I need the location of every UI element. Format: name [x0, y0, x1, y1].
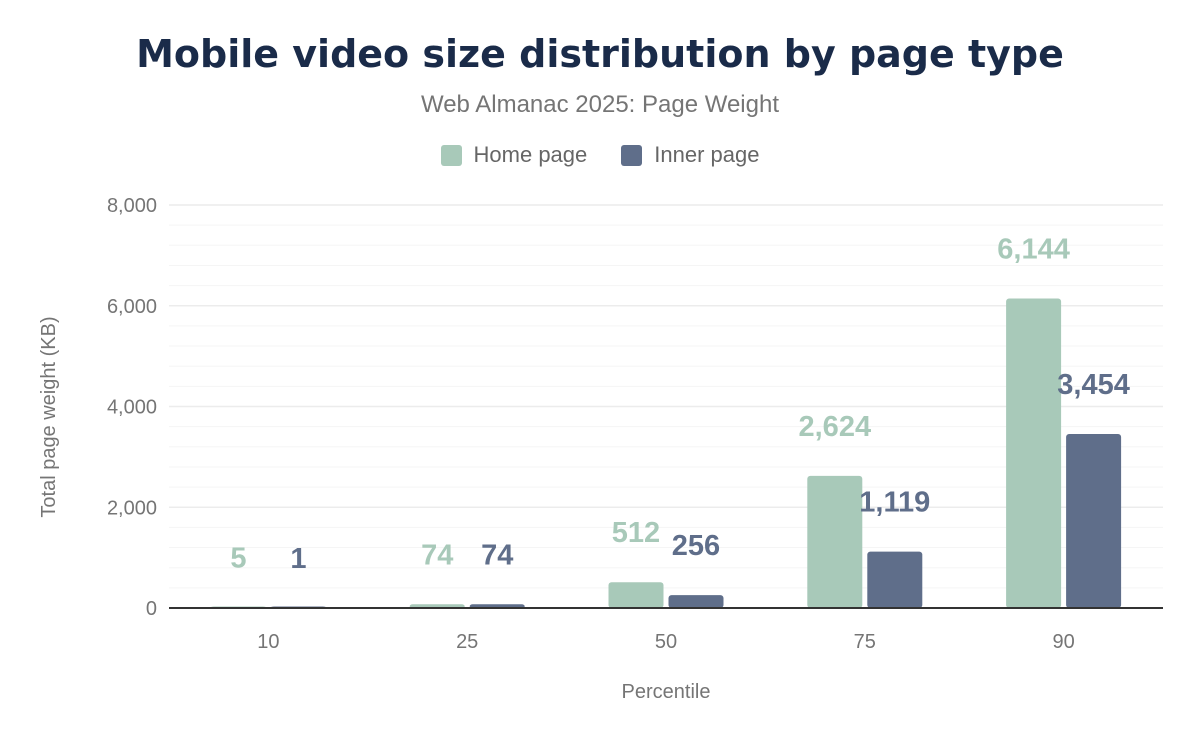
- x-tick-label: 90: [1052, 631, 1074, 653]
- data-label: 1: [290, 543, 306, 575]
- x-tick-label: 50: [655, 631, 677, 653]
- data-label: 1,119: [859, 487, 930, 519]
- x-tick-label: 25: [456, 631, 478, 653]
- legend-label: Inner page: [654, 142, 760, 167]
- x-tick-label: 75: [854, 631, 876, 653]
- x-tick-label: 10: [257, 631, 279, 653]
- bar-home-page: [608, 582, 664, 608]
- bar-home-page: [807, 475, 863, 608]
- data-label: 6,144: [997, 233, 1070, 265]
- legend-swatch-home-page: [440, 144, 462, 166]
- y-tick-label: 6,000: [107, 296, 157, 318]
- data-label: 2,624: [799, 411, 872, 443]
- data-label: 512: [612, 517, 660, 549]
- legend-item-home-page[interactable]: Home page: [440, 142, 588, 168]
- chart-subtitle: Web Almanac 2025: Page Weight: [420, 91, 779, 118]
- y-axis-title: Total page weight (KB): [38, 316, 60, 517]
- legend-label: Home page: [473, 142, 588, 167]
- x-axis-title: Percentile: [622, 681, 711, 703]
- bar-inner-page: [668, 595, 724, 608]
- y-tick-label: 2,000: [107, 497, 157, 519]
- data-label: 256: [672, 530, 720, 562]
- data-label: 5: [230, 543, 246, 575]
- bar-inner-page: [1066, 434, 1122, 608]
- data-label: 74: [421, 539, 453, 571]
- chart-title: Mobile video size distribution by page t…: [136, 32, 1064, 76]
- data-label: 74: [481, 539, 513, 571]
- y-tick-label: 0: [146, 598, 157, 620]
- bar-inner-page: [867, 551, 923, 608]
- y-tick-label: 8,000: [107, 195, 157, 217]
- data-label: 3,454: [1057, 369, 1130, 401]
- legend-swatch-inner-page: [621, 144, 643, 166]
- y-tick-label: 4,000: [107, 397, 157, 419]
- bar-home-page: [1006, 298, 1062, 608]
- legend: Home page Inner page: [0, 142, 1200, 168]
- legend-item-inner-page[interactable]: Inner page: [621, 142, 759, 168]
